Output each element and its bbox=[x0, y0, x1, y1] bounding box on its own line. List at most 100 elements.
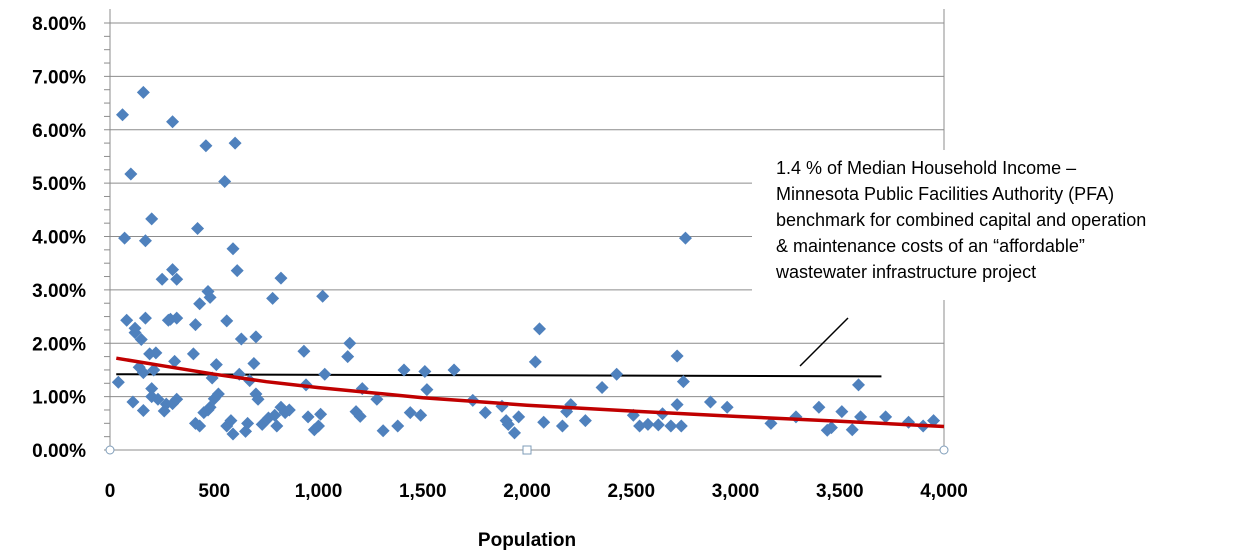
data-point bbox=[241, 416, 255, 430]
data-point bbox=[155, 272, 169, 286]
data-point bbox=[555, 419, 569, 433]
data-point bbox=[312, 419, 325, 433]
data-point bbox=[902, 415, 916, 429]
data-point bbox=[674, 419, 688, 433]
data-point bbox=[136, 404, 150, 418]
data-point bbox=[136, 85, 150, 99]
data-point bbox=[126, 395, 140, 409]
data-point bbox=[610, 367, 624, 381]
annotation: 1.4 % of Median Household Income – Minnes… bbox=[752, 150, 1246, 367]
data-point bbox=[203, 290, 217, 304]
data-point bbox=[314, 407, 328, 421]
data-point bbox=[641, 417, 655, 431]
data-point bbox=[226, 427, 240, 441]
data-point bbox=[578, 414, 592, 428]
data-point bbox=[301, 410, 315, 424]
y-tick-label: 3.00% bbox=[32, 281, 86, 302]
data-point bbox=[512, 410, 526, 424]
data-point bbox=[447, 363, 461, 377]
data-point bbox=[166, 115, 180, 129]
data-point bbox=[151, 392, 165, 406]
annotation-line: benchmark for combined capital and opera… bbox=[776, 210, 1146, 230]
data-point bbox=[824, 421, 838, 435]
data-point bbox=[111, 375, 125, 389]
x-tick-label: 4,000 bbox=[920, 481, 968, 502]
data-point bbox=[168, 354, 182, 368]
data-point bbox=[845, 423, 859, 437]
data-point bbox=[391, 419, 405, 433]
data-point bbox=[670, 349, 684, 363]
data-point bbox=[161, 313, 175, 327]
data-point bbox=[501, 417, 515, 431]
data-point bbox=[166, 263, 180, 277]
grid-lines bbox=[110, 22, 944, 398]
y-tick-label: 1.00% bbox=[32, 388, 86, 409]
data-point bbox=[247, 357, 261, 371]
annotation-line: Minnesota Public Facilities Authority (P… bbox=[776, 184, 1114, 204]
data-point bbox=[720, 400, 734, 414]
data-point bbox=[224, 414, 238, 428]
data-point bbox=[676, 375, 690, 389]
data-point bbox=[835, 405, 849, 419]
data-point bbox=[149, 346, 163, 360]
x-tick-label: 2,500 bbox=[607, 481, 655, 502]
y-tick-label: 6.00% bbox=[32, 121, 86, 142]
data-point bbox=[376, 424, 390, 438]
data-point bbox=[134, 333, 148, 347]
y-tick-label: 8.00% bbox=[32, 14, 86, 35]
data-point bbox=[128, 326, 142, 340]
data-point bbox=[268, 408, 282, 422]
data-point bbox=[124, 167, 138, 181]
data-point bbox=[118, 231, 132, 245]
y-tick-label: 0.00% bbox=[32, 441, 86, 462]
data-point bbox=[854, 410, 868, 424]
data-point bbox=[852, 378, 866, 392]
y-tick-labels: 0.00% 1.00% 2.00% 3.00% 4.00% 5.00% 6.00% 7.00%… bbox=[32, 14, 86, 462]
data-point bbox=[879, 410, 893, 424]
data-point bbox=[209, 358, 223, 372]
data-point bbox=[191, 221, 205, 235]
data-point bbox=[228, 136, 242, 150]
data-point bbox=[145, 382, 159, 396]
data-point bbox=[764, 416, 778, 430]
x-tick-label: 1,000 bbox=[295, 481, 343, 502]
data-point bbox=[414, 408, 428, 422]
data-point bbox=[147, 363, 161, 377]
data-point bbox=[188, 318, 202, 332]
data-point bbox=[136, 366, 150, 380]
data-point bbox=[138, 311, 152, 325]
trendline-path bbox=[116, 356, 945, 429]
data-point bbox=[418, 365, 432, 379]
data-point bbox=[633, 419, 647, 433]
y-tick-label: 2.00% bbox=[32, 334, 86, 355]
data-point bbox=[664, 419, 678, 433]
annotation-leader-line bbox=[799, 317, 849, 367]
axis-handle-left bbox=[105, 445, 115, 455]
data-point bbox=[316, 289, 330, 303]
data-point bbox=[218, 175, 232, 189]
data-point bbox=[193, 419, 207, 433]
x-tick-labels: 0 500 1,000 1,500 2,000 2,500 3,000 3,500 4,000 bbox=[105, 481, 968, 502]
data-point bbox=[266, 291, 280, 305]
data-point bbox=[353, 409, 367, 423]
x-tick-label: 3,500 bbox=[816, 481, 864, 502]
data-point bbox=[403, 406, 417, 420]
scatter-points bbox=[111, 85, 941, 441]
data-point bbox=[274, 271, 288, 285]
data-point bbox=[270, 419, 284, 433]
data-point bbox=[145, 212, 159, 226]
y-tick-label: 7.00% bbox=[32, 67, 86, 88]
data-point bbox=[318, 367, 332, 381]
x-tick-label: 2,000 bbox=[503, 481, 551, 502]
annotation-line: 1.4 % of Median Household Income – bbox=[776, 158, 1076, 178]
data-point bbox=[120, 313, 134, 327]
data-point bbox=[220, 314, 234, 328]
data-point bbox=[234, 332, 248, 346]
y-tick-label: 4.00% bbox=[32, 228, 86, 249]
data-point bbox=[789, 410, 803, 424]
data-point bbox=[370, 392, 384, 406]
data-point bbox=[186, 347, 200, 361]
trendline bbox=[116, 356, 945, 429]
annotation-line: & maintenance costs of an “affordable” bbox=[776, 236, 1085, 256]
